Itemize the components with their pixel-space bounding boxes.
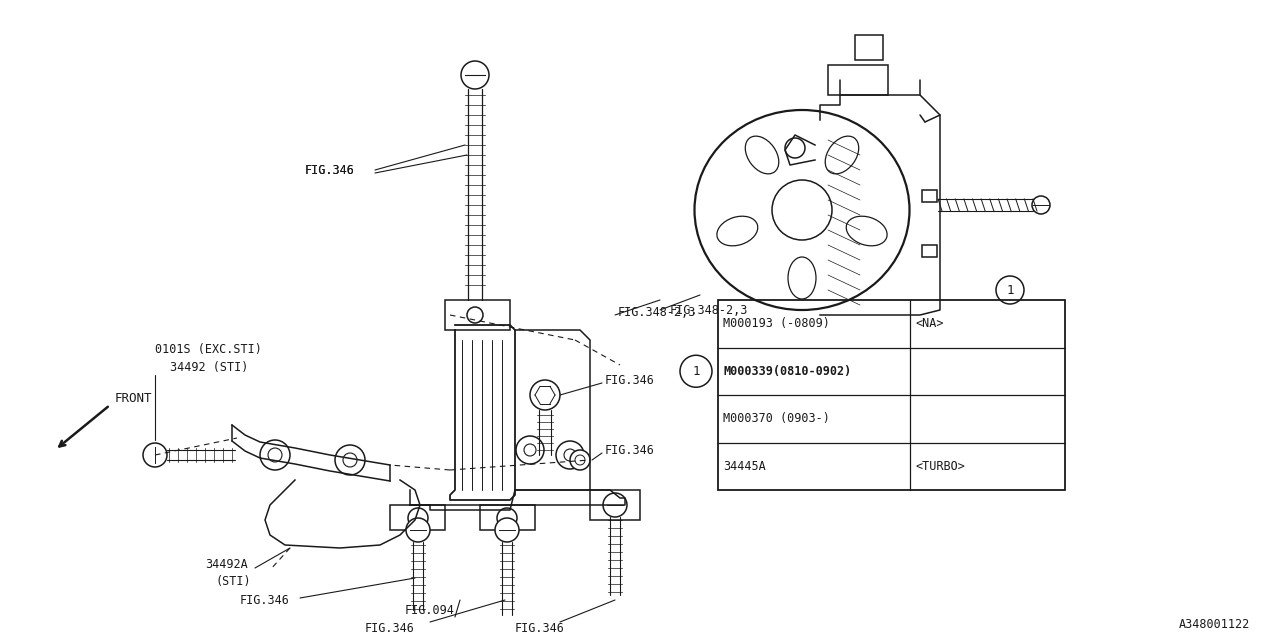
Text: FIG.348-2,3: FIG.348-2,3	[669, 303, 749, 317]
Text: 0101S (EXC.STI): 0101S (EXC.STI)	[155, 344, 262, 356]
Bar	[445, 300, 509, 330]
Circle shape	[495, 518, 518, 542]
Circle shape	[603, 493, 627, 517]
Text: M000193 (-0809): M000193 (-0809)	[723, 317, 829, 330]
Bar	[390, 505, 445, 530]
Circle shape	[335, 445, 365, 475]
Circle shape	[680, 355, 712, 387]
Text: <TURBO>: <TURBO>	[915, 460, 965, 473]
Bar	[590, 490, 640, 520]
Text: FIG.348-2,3: FIG.348-2,3	[618, 305, 696, 319]
Bar	[922, 245, 937, 257]
Circle shape	[260, 440, 291, 470]
Text: 34492 (STI): 34492 (STI)	[170, 362, 248, 374]
Bar	[855, 35, 883, 60]
Bar	[718, 300, 1065, 490]
Text: 1: 1	[692, 365, 700, 378]
Text: FIG.346: FIG.346	[605, 444, 655, 456]
Text: FIG.346: FIG.346	[305, 163, 355, 177]
Text: FIG.346: FIG.346	[515, 621, 564, 634]
Text: 1: 1	[1006, 284, 1014, 296]
Circle shape	[143, 443, 166, 467]
Circle shape	[406, 518, 430, 542]
Bar	[480, 505, 535, 530]
Text: 34445A: 34445A	[723, 460, 765, 473]
Bar	[922, 190, 937, 202]
Text: M000339(0810-0902): M000339(0810-0902)	[723, 365, 851, 378]
Circle shape	[556, 441, 584, 469]
Text: <NA>: <NA>	[915, 317, 943, 330]
Circle shape	[516, 436, 544, 464]
Text: FRONT: FRONT	[115, 392, 152, 404]
Text: FIG.094: FIG.094	[404, 604, 454, 616]
Text: (STI): (STI)	[215, 575, 251, 588]
Text: 34492A: 34492A	[205, 559, 248, 572]
Text: FIG.346: FIG.346	[305, 163, 355, 177]
Text: FIG.346: FIG.346	[241, 593, 289, 607]
Text: M000370 (0903-): M000370 (0903-)	[723, 412, 829, 425]
Text: FIG.346: FIG.346	[365, 621, 415, 634]
Text: FIG.346: FIG.346	[605, 374, 655, 387]
Text: A348001122: A348001122	[1179, 618, 1251, 632]
Circle shape	[570, 450, 590, 470]
Circle shape	[530, 380, 561, 410]
Bar	[828, 65, 888, 95]
